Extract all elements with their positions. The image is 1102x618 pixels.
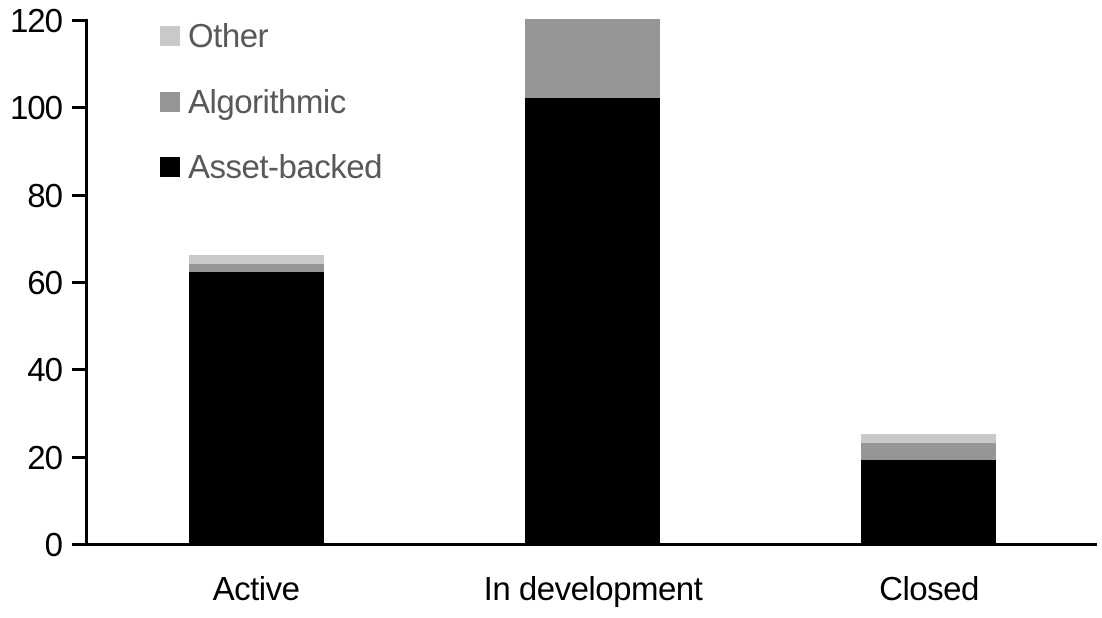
y-axis-tick <box>72 456 88 459</box>
y-axis-tick-label: 80 <box>27 177 63 214</box>
legend-label: Other <box>188 17 269 54</box>
legend-swatch <box>160 157 180 177</box>
y-axis-line <box>85 19 88 546</box>
bar-segment-asset-backed <box>861 460 996 543</box>
y-axis-tick <box>72 368 88 371</box>
y-axis-tick <box>72 281 88 284</box>
y-axis-tick <box>72 194 88 197</box>
bar-segment-asset-backed <box>189 272 324 543</box>
y-axis-tick <box>72 19 88 22</box>
bar-segment-algorithmic <box>189 263 324 273</box>
x-axis-category-label: In development <box>483 570 703 607</box>
legend-swatch <box>160 26 180 46</box>
legend-item-other: Other <box>160 16 269 56</box>
legend-item-algorithmic: Algorithmic <box>160 82 346 122</box>
y-axis-tick-label: 20 <box>27 439 63 476</box>
y-axis-tick-label: 60 <box>27 264 63 301</box>
bar-segment-asset-backed <box>525 97 660 543</box>
legend-label: Algorithmic <box>188 83 346 120</box>
legend-item-asset-backed: Asset-backed <box>160 147 382 187</box>
y-axis-tick-label: 40 <box>27 351 63 388</box>
y-axis-tick-label: 120 <box>9 2 63 39</box>
x-axis-category-label: Active <box>212 570 300 607</box>
y-axis-tick-label: 100 <box>9 89 63 126</box>
bar-segment-algorithmic <box>525 19 660 98</box>
x-axis-category-label: Closed <box>879 570 979 607</box>
legend-swatch <box>160 92 180 112</box>
y-axis-tick <box>72 543 88 546</box>
legend-label: Asset-backed <box>188 148 382 185</box>
x-axis-line <box>85 543 1097 546</box>
bar-segment-other <box>189 254 324 264</box>
y-axis-tick-label: 0 <box>44 526 63 563</box>
bar-segment-other <box>861 433 996 443</box>
bar-segment-algorithmic <box>861 442 996 461</box>
y-axis-tick <box>72 106 88 109</box>
